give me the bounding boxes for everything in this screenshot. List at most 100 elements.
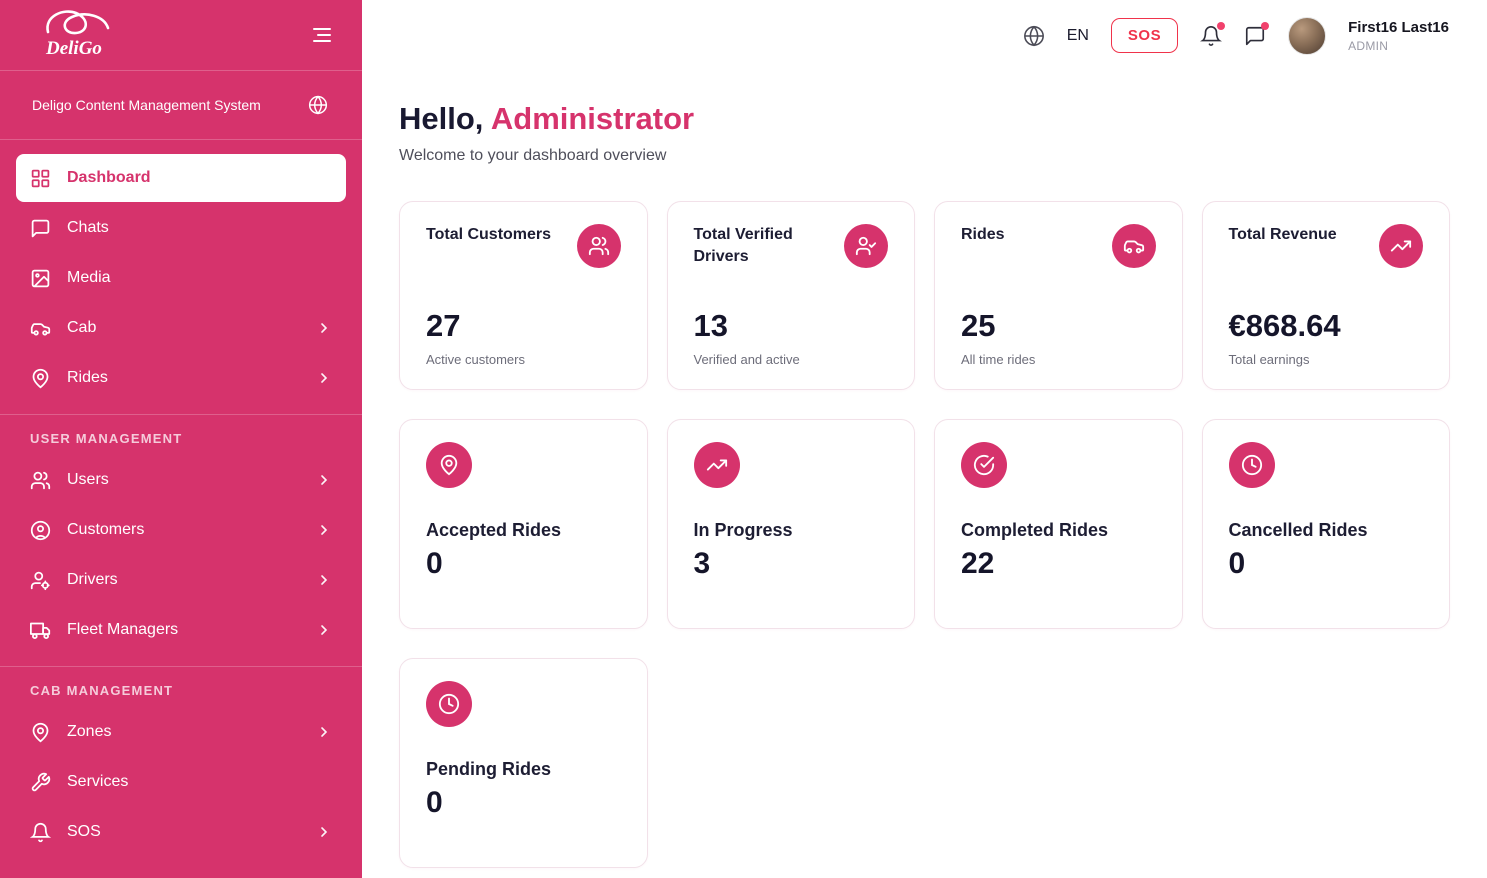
stat-card-total-revenue: Total Revenue €868.64 Total earnings	[1201, 201, 1450, 390]
language-selector[interactable]: EN	[1066, 26, 1089, 44]
trending-up-icon	[693, 442, 740, 488]
stat-card-verified-drivers: Total Verified Drivers 13 Verified and a…	[666, 201, 915, 390]
clock-icon	[1228, 442, 1275, 488]
brand-logo: DeliGo	[38, 6, 118, 65]
cms-label: Deligo Content Management System	[32, 97, 261, 113]
stat-title: Rides	[961, 226, 1005, 243]
sidebar-item-cab[interactable]: Cab	[16, 304, 346, 352]
stat-subtitle: Verified and active	[693, 352, 800, 367]
stat-title: Total Verified Drivers	[693, 226, 793, 265]
deligo-logo-text: DeliGo	[45, 38, 102, 59]
sidebar-item-label: Dashboard	[67, 169, 151, 186]
section-title-user-management: USER MANAGEMENT	[30, 431, 183, 446]
user-name: First16 Last16	[1348, 18, 1449, 36]
map-pin-icon	[32, 722, 49, 742]
ride-card-completed: Completed Rides 22	[934, 419, 1183, 629]
car-icon	[1111, 224, 1156, 268]
dashboard-grid-icon	[31, 169, 50, 187]
ride-value: 0	[1228, 547, 1246, 580]
chevron-right-icon	[321, 827, 328, 837]
ride-title: In Progress	[693, 520, 793, 540]
topbar: EN SOS First16 Last16 ADMIN	[362, 0, 1487, 71]
sidebar-item-label: Cab	[67, 319, 97, 336]
sidebar-item-customers[interactable]: Customers	[16, 506, 346, 554]
cms-label-row: Deligo Content Management System	[0, 71, 362, 140]
ride-value: 0	[426, 547, 443, 580]
stat-subtitle: Active customers	[426, 352, 525, 367]
sidebar-item-label: Users	[67, 471, 109, 488]
sidebar-item-sos[interactable]: SOS	[16, 808, 346, 856]
sidebar-item-services[interactable]: Services	[16, 758, 346, 806]
user-info[interactable]: First16 Last16 ADMIN	[1348, 19, 1449, 53]
map-pin-icon	[32, 368, 49, 388]
ride-card-in-progress: In Progress 3	[666, 419, 915, 629]
main-column: EN SOS First16 Last16 ADMIN Hello, Admin…	[362, 0, 1487, 878]
messages-button[interactable]	[1244, 21, 1270, 47]
users-icon	[30, 471, 51, 489]
hamburger-menu-icon	[313, 28, 331, 42]
page-title: Hello, Administrator	[399, 101, 1450, 137]
sidebar-item-label: Customers	[67, 521, 145, 538]
chevron-right-icon	[321, 475, 328, 485]
sidebar-item-label: Fleet Managers	[67, 621, 179, 638]
stat-value: 25	[961, 308, 996, 343]
stat-subtitle: All time rides	[961, 352, 1036, 367]
chevron-right-icon	[321, 525, 328, 535]
sidebar-nav: Dashboard Chats Media Cab Rides	[0, 140, 362, 858]
sidebar-item-label: Drivers	[67, 571, 118, 588]
dashboard-content: Hello, Administrator Welcome to your das…	[362, 71, 1487, 878]
ride-card-cancelled: Cancelled Rides 0	[1201, 419, 1450, 629]
car-icon	[30, 322, 51, 335]
stat-subtitle: Total earnings	[1228, 352, 1310, 367]
chevron-right-icon	[321, 625, 328, 635]
ride-value: 22	[961, 547, 995, 580]
user-circle-icon	[30, 520, 51, 540]
sidebar-item-label: Zones	[67, 723, 112, 740]
avatar[interactable]	[1288, 16, 1327, 55]
clock-icon	[426, 681, 472, 727]
notifications-button[interactable]	[1200, 21, 1226, 47]
user-role: ADMIN	[1348, 38, 1389, 53]
message-dot	[1261, 21, 1270, 30]
user-gear-icon	[30, 571, 50, 590]
sidebar-item-drivers[interactable]: Drivers	[16, 556, 346, 604]
language-globe-button[interactable]	[1023, 25, 1045, 47]
divider	[0, 666, 362, 667]
stat-card-rides: Rides 25 All time rides	[934, 201, 1183, 390]
stat-value: €868.64	[1228, 308, 1341, 343]
ride-value: 3	[693, 547, 711, 580]
chevron-right-icon	[321, 323, 328, 333]
image-icon	[31, 269, 50, 287]
sidebar-header: DeliGo	[0, 0, 362, 71]
sidebar-item-label: Rides	[67, 369, 108, 386]
ride-card-pending: Pending Rides 0	[399, 658, 648, 868]
sidebar-item-chats[interactable]: Chats	[16, 204, 346, 252]
deligo-logo-icon: DeliGo	[45, 9, 110, 59]
sidebar-item-rides[interactable]: Rides	[16, 354, 346, 402]
bell-icon	[30, 822, 51, 842]
cards-grid: Total Customers 27 Active customers Tota…	[399, 201, 1450, 868]
ride-title: Pending Rides	[426, 759, 552, 779]
chevron-right-icon	[321, 373, 328, 383]
chat-bubble-icon	[31, 219, 50, 237]
sos-button[interactable]: SOS	[1110, 18, 1179, 53]
ride-card-accepted: Accepted Rides 0	[399, 419, 648, 629]
sidebar-toggle-button[interactable]	[310, 23, 334, 47]
sidebar-item-dashboard[interactable]: Dashboard	[16, 154, 346, 202]
globe-icon[interactable]	[308, 95, 328, 115]
divider	[0, 414, 362, 415]
ride-title: Cancelled Rides	[1228, 520, 1368, 540]
map-pin-icon	[426, 442, 472, 488]
sidebar-item-label: Services	[67, 773, 129, 790]
stat-card-total-customers: Total Customers 27 Active customers	[399, 201, 648, 390]
truck-icon	[30, 622, 51, 639]
sidebar-item-fleet-managers[interactable]: Fleet Managers	[16, 606, 346, 654]
page-subtitle: Welcome to your dashboard overview	[399, 147, 667, 164]
stat-title: Total Revenue	[1228, 226, 1337, 243]
sidebar-item-zones[interactable]: Zones	[16, 708, 346, 756]
greeting-name: Administrator	[490, 101, 695, 136]
sidebar-item-users[interactable]: Users	[16, 456, 346, 504]
check-circle-icon	[961, 442, 1007, 488]
ride-value: 0	[426, 786, 443, 819]
sidebar-item-media[interactable]: Media	[16, 254, 346, 302]
